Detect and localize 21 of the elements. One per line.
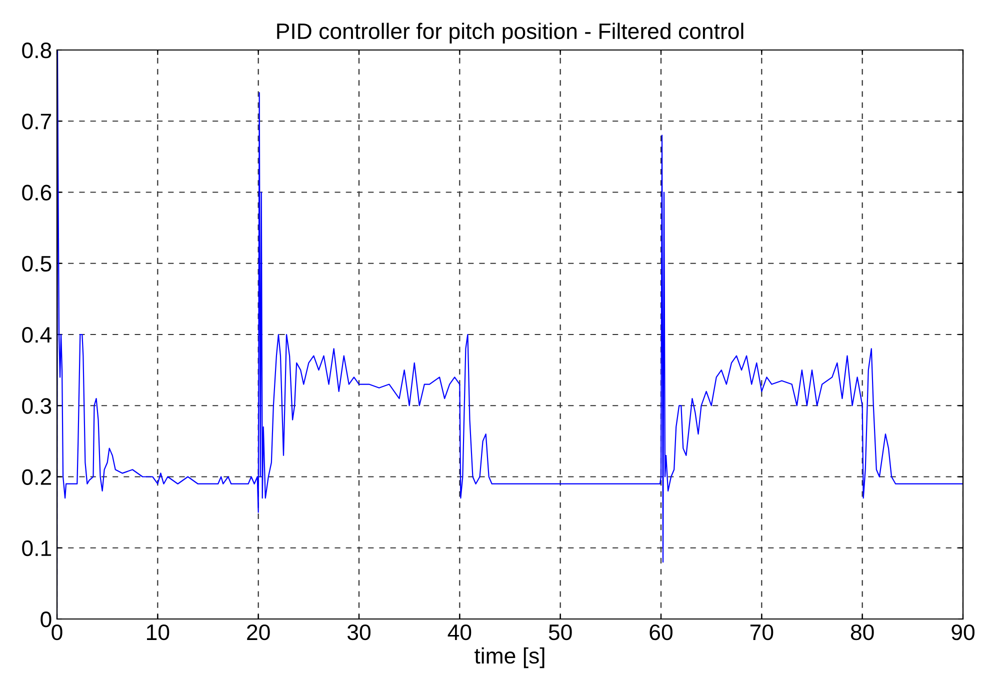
x-tick-label: 0	[52, 624, 62, 640]
x-tick-label: 20	[247, 624, 270, 640]
chart-title: PID controller for pitch position - Filtered control	[277, 22, 744, 44]
y-tick-label: 0.3	[22, 398, 52, 414]
x-tick-label: 10	[147, 624, 170, 640]
x-axis-title: time [s]	[474, 647, 544, 668]
x-tick-label: 30	[347, 624, 370, 640]
x-tick-label: 80	[850, 624, 874, 640]
y-tick-label: 0.1	[22, 540, 52, 556]
y-tick-label: 0.2	[22, 469, 52, 486]
x-tick-label: 50	[548, 624, 572, 640]
y-tick-label: 0.8	[22, 42, 52, 58]
y-tick-label: 0.7	[22, 114, 52, 130]
y-tick-label: 0.4	[22, 327, 52, 343]
y-tick-label: 0.5	[22, 256, 52, 272]
x-tick-label: 90	[952, 624, 974, 640]
y-tick-label: 0.6	[22, 184, 52, 201]
x-tick-label: 70	[750, 624, 774, 640]
x-tick-label: 40	[448, 624, 472, 640]
x-tick-label: 60	[650, 624, 672, 640]
y-tick-label: 0	[40, 612, 52, 628]
